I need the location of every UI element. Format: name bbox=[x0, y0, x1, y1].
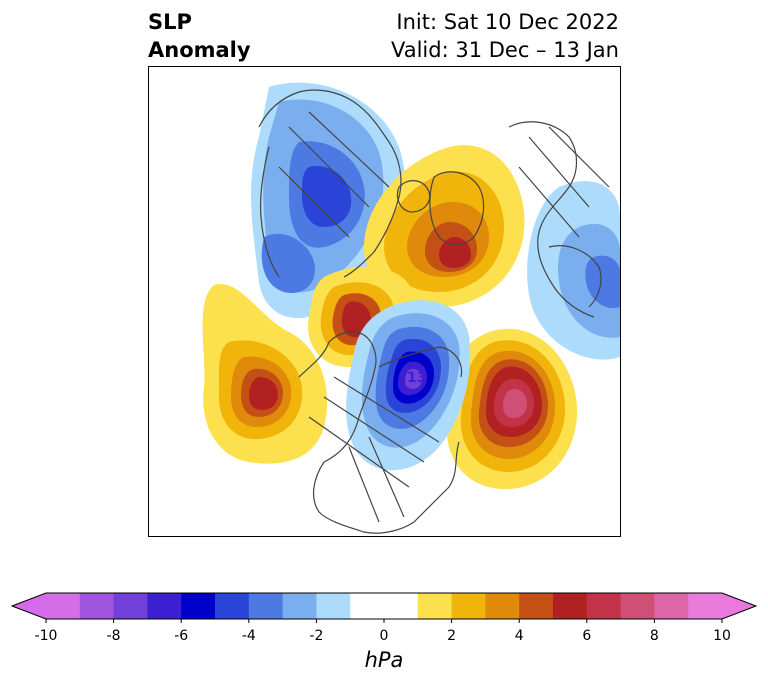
low-center-label: 13 bbox=[407, 370, 426, 386]
colorbar-segment bbox=[519, 593, 554, 619]
colorbar-max-arrow bbox=[722, 593, 756, 619]
colorbar bbox=[0, 588, 768, 624]
valid-range: Valid: 31 Dec – 13 Jan bbox=[390, 38, 619, 62]
colorbar-min-arrow bbox=[12, 593, 46, 619]
atlantic-high bbox=[446, 328, 578, 490]
colorbar-tick-label: 4 bbox=[514, 628, 524, 644]
colorbar-graphic bbox=[10, 592, 758, 623]
colorbar-segment bbox=[553, 593, 588, 619]
date-title: Init: Sat 10 Dec 2022 Valid: 31 Dec – 13… bbox=[391, 8, 619, 64]
colorbar-segment bbox=[215, 593, 250, 619]
variable-title: SLP Anomaly bbox=[148, 8, 251, 64]
colorbar-tick-label: -8 bbox=[106, 628, 121, 644]
colorbar-segment bbox=[688, 593, 723, 619]
colorbar-segment bbox=[316, 593, 351, 619]
colorbar-segment bbox=[113, 593, 148, 619]
colorbar-segment bbox=[586, 593, 622, 619]
colorbar-tick-label: 10 bbox=[713, 628, 731, 644]
colorbar-tick-label: -10 bbox=[34, 628, 58, 644]
european-low bbox=[527, 181, 620, 360]
colorbar-segment bbox=[654, 593, 689, 619]
variable-title-line2: Anomaly bbox=[148, 38, 251, 62]
colorbar-unit-label: hPa bbox=[364, 648, 404, 672]
colorbar-segment bbox=[46, 593, 81, 619]
colorbar-segment bbox=[248, 593, 284, 619]
anomaly-map: 13 bbox=[149, 67, 620, 536]
colorbar-segment bbox=[181, 593, 216, 619]
colorbar-tick-label: 2 bbox=[447, 628, 457, 644]
init-date: Init: Sat 10 Dec 2022 bbox=[396, 10, 619, 34]
colorbar-ticks: -10 -8 -6 -4 -2 0 2 4 6 8 10 bbox=[0, 628, 768, 648]
coastlines bbox=[258, 89, 610, 534]
map-panel: 13 bbox=[148, 66, 621, 537]
colorbar-tick-label: 6 bbox=[582, 628, 592, 644]
variable-title-line1: SLP bbox=[148, 10, 192, 34]
colorbar-segment bbox=[350, 593, 385, 619]
pacific-high bbox=[202, 283, 328, 464]
colorbar-tick-label: -6 bbox=[174, 628, 189, 644]
colorbar-segment bbox=[451, 593, 486, 619]
colorbar-tick-label: -2 bbox=[309, 628, 324, 644]
colorbar-segment bbox=[417, 593, 453, 619]
colorbar-segment bbox=[620, 593, 655, 619]
colorbar-segment bbox=[79, 593, 115, 619]
colorbar-segment bbox=[485, 593, 520, 619]
colorbar-tick-label: -4 bbox=[241, 628, 256, 644]
colorbar-tick-label: 0 bbox=[379, 628, 389, 644]
colorbar-segment bbox=[147, 593, 182, 619]
colorbar-segment bbox=[384, 593, 419, 619]
colorbar-tick-label: 8 bbox=[649, 628, 659, 644]
colorbar-segment bbox=[282, 593, 317, 619]
greenland-low bbox=[346, 300, 471, 471]
